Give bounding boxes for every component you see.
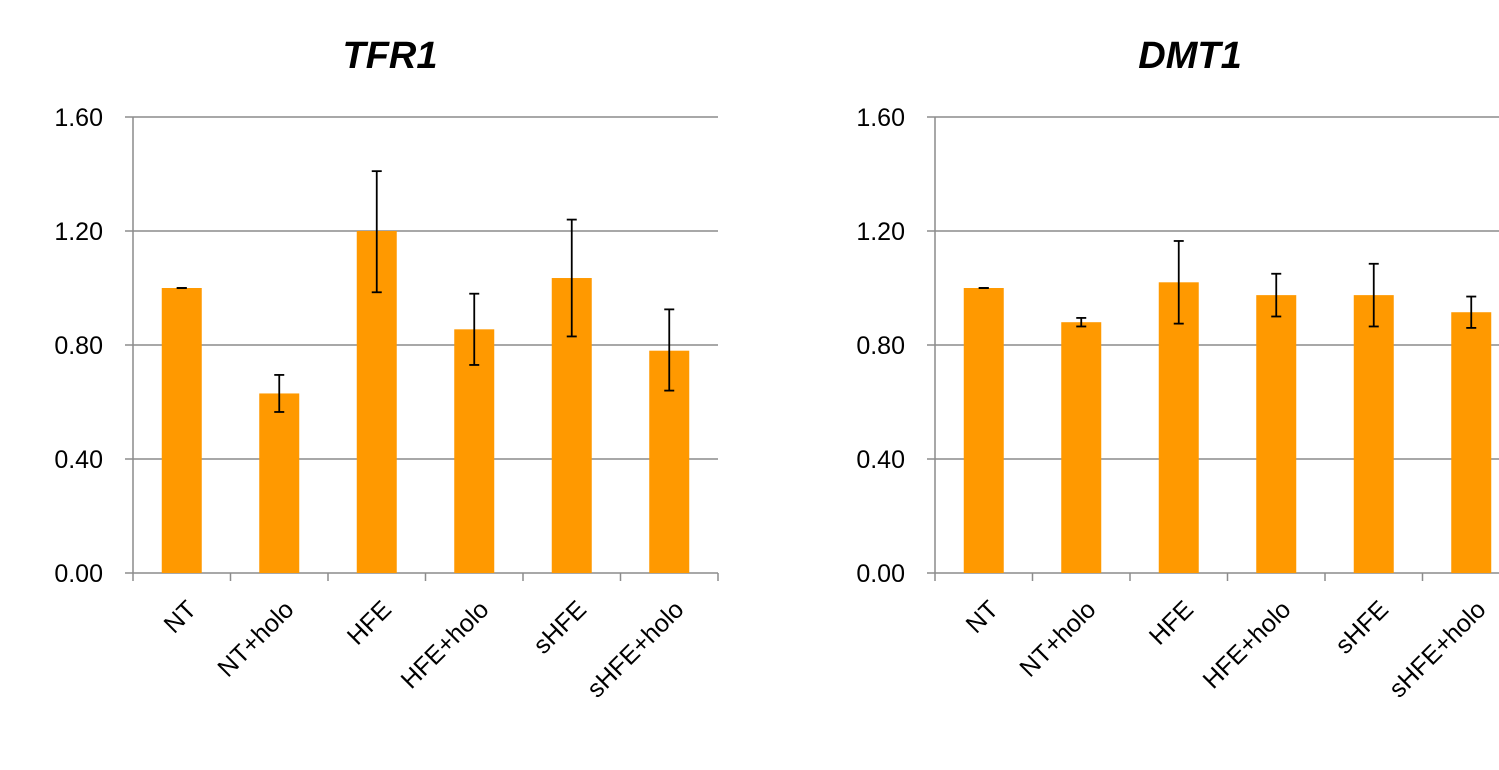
category-label: NT+holo xyxy=(1014,595,1101,682)
error-bar xyxy=(469,292,480,366)
y-tick-label: 0.00 xyxy=(856,560,905,588)
error-bar xyxy=(664,308,675,392)
y-tick-label: 0.40 xyxy=(54,446,103,474)
bar-hfe-holo xyxy=(1256,295,1297,573)
category-label: HFE+holo xyxy=(1198,595,1297,694)
error-bar xyxy=(274,374,285,413)
bar-hfe-holo xyxy=(454,329,495,573)
error-bar xyxy=(1368,262,1379,328)
bar-shfe xyxy=(1353,295,1394,573)
error-bar xyxy=(1271,272,1282,318)
category-label: HFE+holo xyxy=(396,595,495,694)
category-label: sHFE+holo xyxy=(1384,595,1492,703)
bar-hfe xyxy=(1158,282,1199,573)
category-label: HFE xyxy=(1144,595,1199,650)
category-label: sHFE xyxy=(528,595,592,659)
bar-nt xyxy=(963,288,1004,573)
category-label: NT+holo xyxy=(212,595,299,682)
chart-title: TFR1 xyxy=(343,35,438,77)
y-tick-label: 1.20 xyxy=(54,218,103,246)
chart-title: DMT1 xyxy=(1138,35,1241,77)
y-tick-label: 1.60 xyxy=(856,104,905,132)
error-bar xyxy=(566,218,577,338)
category-label: NT xyxy=(159,595,202,638)
error-bar xyxy=(371,170,382,294)
y-tick-label: 0.00 xyxy=(54,560,103,588)
chart-tfr1: TFR1 0.00 0.40 0.80 1.20 1.60 NT NT+holo HFEHFE+… xyxy=(54,35,719,703)
y-tick-label: 1.20 xyxy=(856,218,905,246)
y-tick-label: 1.60 xyxy=(54,104,103,132)
bar-shfe-holo xyxy=(1451,312,1492,573)
y-tick-label: 0.80 xyxy=(54,332,103,360)
bar-nt-holo xyxy=(1061,322,1102,573)
error-bar xyxy=(1076,317,1087,328)
chart-dmt1: DMT1 0.00 0.40 0.80 1.20 1.60 NT NT+holo HFEHFE+… xyxy=(856,35,1499,703)
category-label: NT xyxy=(961,595,1004,638)
category-label: sHFE+holo xyxy=(582,595,690,703)
category-label: sHFE xyxy=(1330,595,1394,659)
category-label: HFE xyxy=(342,595,397,650)
y-tick-label: 0.80 xyxy=(856,332,905,360)
y-tick-label: 0.40 xyxy=(856,446,905,474)
error-bar xyxy=(1173,240,1184,325)
error-bar xyxy=(1466,295,1477,329)
bar-nt-holo xyxy=(259,393,300,573)
bar-nt xyxy=(161,288,202,573)
